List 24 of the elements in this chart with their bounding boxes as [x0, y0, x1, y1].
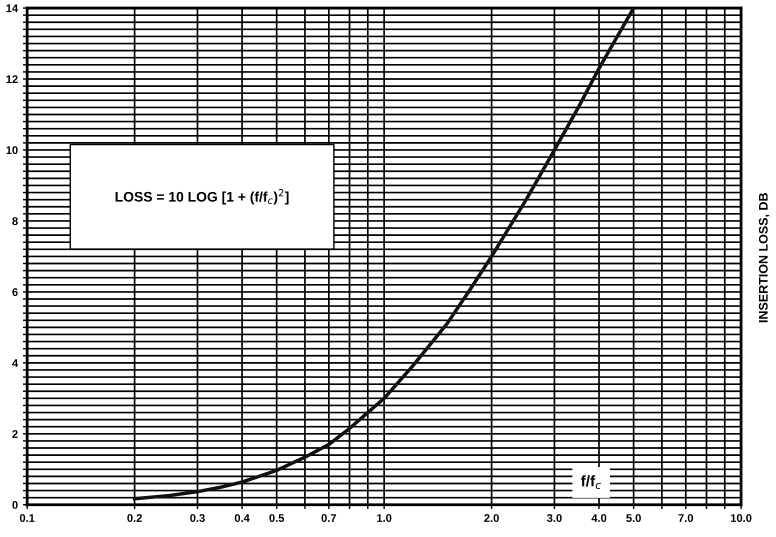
y-tick-label: 0 [12, 501, 18, 509]
x-tick-label: 0.5 [269, 514, 284, 522]
x-tick-label: 3.0 [546, 514, 562, 522]
x-tick-label: 10.0 [730, 514, 752, 522]
y-tick-label: 2 [12, 430, 18, 438]
y2-axis-title: INSERTION LOSS, DB [758, 193, 770, 322]
x-tick-label: 0.7 [322, 514, 336, 522]
x-tick-label: 0.1 [20, 514, 35, 522]
x-tick-label: 0.3 [190, 514, 205, 522]
y-tick-label: 4 [12, 359, 18, 367]
y-tick-label: 12 [6, 75, 18, 84]
x-tick-label: 0.2 [127, 514, 142, 522]
x-tick-label: 7.0 [678, 514, 694, 522]
y-tick-label: 6 [12, 288, 18, 296]
x-tick-label: 4.0 [591, 514, 606, 522]
x-tick-label: 2.0 [484, 514, 499, 522]
annotation: LOSS = 10 LOG [1 + (f/f$_{c}$)$^{2}$] [116, 189, 289, 204]
x-axis-title: f/f$_{c}$ [580, 475, 601, 489]
x-tick-label: 0.4 [234, 514, 250, 522]
y-tick-label: 10 [6, 146, 18, 154]
y-tick-label: 8 [12, 217, 18, 226]
y-tick-label: 14 [6, 4, 18, 12]
x-tick-label: 1.0 [377, 514, 392, 522]
x-tick-label: 5.0 [626, 514, 641, 522]
